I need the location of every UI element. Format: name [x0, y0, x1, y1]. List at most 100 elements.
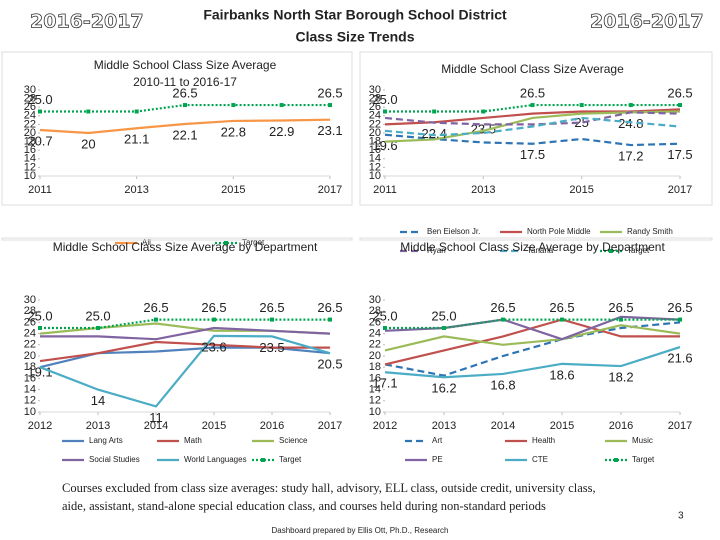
point-marker — [86, 109, 91, 114]
year-right: 2016-2017 — [590, 11, 704, 33]
chart-title: Middle School Class Size Average by Depa… — [53, 240, 318, 254]
y-tick-label: 26 — [369, 316, 381, 328]
value-label: 20 — [81, 136, 95, 151]
y-tick-label: 28 — [369, 305, 381, 317]
legend-label: Lang Arts — [89, 436, 123, 445]
slide-title: Fairbanks North Star Borough School Dist… — [203, 7, 507, 23]
point-marker — [619, 317, 623, 322]
point-marker — [183, 103, 187, 108]
value-label: 18.6 — [549, 367, 574, 382]
series-line — [39, 118, 331, 135]
value-label: 20.5 — [317, 357, 342, 372]
y-tick-label: 18 — [24, 136, 36, 148]
value-label: 26.5 — [143, 300, 168, 315]
series-line — [39, 334, 331, 408]
point-marker — [154, 317, 158, 322]
y-tick-label: 18 — [369, 136, 381, 148]
point-marker — [579, 103, 584, 108]
y-tick-label: 12 — [369, 395, 381, 407]
y-tick-label: 26 — [24, 316, 36, 328]
y-tick-label: 10 — [369, 406, 381, 418]
legend-label: Target — [632, 455, 655, 464]
legend-label: Randy Smith — [627, 227, 673, 236]
value-label: 25.0 — [85, 308, 110, 323]
point-marker — [383, 109, 387, 114]
point-marker — [231, 103, 236, 108]
y-tick-label: 14 — [369, 153, 381, 165]
legend-marker — [609, 249, 613, 253]
point-marker — [38, 326, 42, 330]
value-label: 26.5 — [667, 85, 692, 100]
legend-label: Social Studies — [89, 455, 140, 464]
legend-label: Health — [532, 436, 555, 445]
y-tick-label: 18 — [24, 361, 36, 373]
y-tick-label: 14 — [24, 153, 36, 165]
series-line — [384, 318, 680, 366]
x-tick-label: 2015 — [202, 420, 226, 432]
y-tick-label: 30 — [24, 84, 36, 96]
legend-label: Math — [184, 436, 202, 445]
value-label: 26.5 — [549, 300, 574, 315]
footnote: aide, assistant, stand-alone special edu… — [62, 499, 546, 513]
x-tick-label: 2013 — [432, 420, 456, 432]
value-label: 17.1 — [372, 376, 397, 391]
chart-frame — [359, 237, 713, 241]
value-label: 21.1 — [124, 132, 149, 147]
legend-label: PE — [432, 455, 443, 464]
value-label: 26.5 — [490, 300, 515, 315]
y-tick-label: 28 — [24, 305, 36, 317]
point-marker — [481, 109, 486, 114]
value-label: 23.5 — [259, 340, 284, 355]
value-label: 23.6 — [201, 339, 226, 354]
value-label: 26.5 — [317, 85, 342, 100]
legend-label: Science — [279, 436, 308, 445]
y-tick-label: 24 — [369, 110, 381, 122]
x-tick-label: 2011 — [373, 184, 397, 196]
point-marker — [134, 109, 139, 114]
value-label: 26.5 — [172, 85, 197, 100]
value-label: 22.8 — [221, 124, 246, 139]
y-tick-label: 22 — [24, 339, 36, 351]
x-tick-label: 2014 — [491, 420, 515, 432]
value-label: 26.5 — [201, 300, 226, 315]
y-tick-label: 30 — [24, 294, 36, 306]
x-tick-label: 2017 — [318, 184, 342, 196]
value-label: 14 — [91, 393, 105, 408]
legend-label: CTE — [532, 455, 548, 464]
x-tick-label: 2012 — [28, 420, 52, 432]
chart-title: Middle School Class Size Average — [94, 58, 277, 72]
legend-label: Target — [627, 246, 650, 255]
chart-frame — [1, 51, 353, 206]
chart-title: Middle School Class Size Average by Depa… — [400, 240, 665, 254]
series-line — [39, 340, 330, 363]
value-label: 26.5 — [520, 85, 545, 100]
chart-frame — [1, 237, 353, 241]
x-tick-label: 2011 — [28, 184, 52, 196]
value-label: 20.7 — [27, 133, 52, 148]
point-marker — [678, 103, 682, 108]
point-marker — [38, 109, 42, 114]
y-tick-label: 30 — [369, 294, 381, 306]
y-tick-label: 26 — [24, 101, 36, 113]
x-tick-label: 2015 — [569, 184, 593, 196]
legend-marker — [224, 241, 228, 245]
series-line — [40, 326, 331, 341]
y-tick-label: 10 — [369, 170, 381, 182]
series-line — [385, 318, 680, 330]
value-label: 26.5 — [317, 300, 342, 315]
point-marker — [212, 317, 216, 322]
x-tick-label: 2017 — [668, 420, 692, 432]
point-marker — [628, 103, 633, 108]
point-marker — [270, 317, 274, 322]
y-tick-label: 28 — [369, 93, 381, 105]
year-left: 2016-2017 — [30, 11, 144, 33]
y-tick-label: 12 — [24, 161, 36, 173]
x-tick-label: 2015 — [550, 420, 574, 432]
legend-label: Ryan — [427, 246, 446, 255]
series-line — [384, 116, 681, 137]
x-tick-label: 2017 — [318, 420, 342, 432]
value-label: 25.0 — [27, 92, 52, 107]
value-label: 25.0 — [27, 308, 52, 323]
value-label: 25.0 — [372, 308, 397, 323]
